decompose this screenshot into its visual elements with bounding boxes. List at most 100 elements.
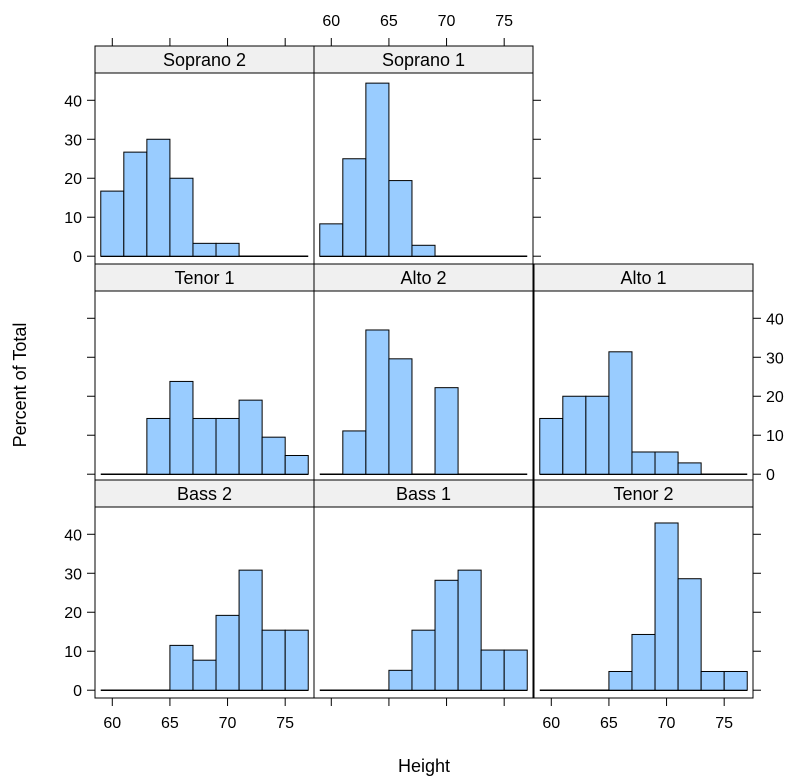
histogram-bar [169, 177, 194, 257]
panel-tenor-2: Tenor 2 [533, 479, 754, 699]
strip-alto-2 [313, 263, 534, 292]
strip-bass-1 [313, 479, 534, 508]
panel-bass-1: Bass 1 [313, 479, 534, 699]
y-tick-label: 30 [64, 132, 82, 149]
panel-frame [533, 506, 754, 699]
histogram-bar [192, 242, 217, 257]
histogram-bar [562, 395, 587, 475]
histogram-bar [480, 649, 505, 691]
panel-alto-1: Alto 1 [533, 263, 754, 483]
y-tick-label: 20 [766, 389, 784, 406]
x-tick-label: 65 [161, 715, 179, 732]
x-tick-label: 60 [542, 715, 560, 732]
histogram-bar [215, 417, 240, 475]
strip-label: Soprano 2 [163, 50, 246, 70]
strip-label: Tenor 1 [174, 268, 234, 288]
histogram-bar [631, 451, 656, 475]
y-tick-label: 10 [766, 428, 784, 445]
histogram-bar [539, 417, 564, 475]
panel-frame [313, 506, 534, 699]
histogram-bar [365, 82, 390, 257]
histogram-bar [388, 180, 413, 257]
histogram-bar [677, 462, 702, 475]
histogram-bar [284, 629, 309, 691]
histogram-bar [434, 579, 459, 691]
histogram-bar [319, 223, 344, 257]
x-tick-label: 60 [322, 13, 340, 30]
strip-label: Alto 1 [620, 268, 666, 288]
x-tick-label: 75 [276, 715, 294, 732]
y-tick-label: 30 [766, 350, 784, 367]
strip-label: Bass 2 [177, 484, 232, 504]
strip-soprano-1 [313, 45, 534, 74]
panel-soprano-2: Soprano 2 [94, 45, 315, 265]
y-tick-label: 20 [64, 171, 82, 188]
histogram-bar [434, 387, 459, 475]
histogram-bar [123, 151, 148, 257]
x-tick-label: 60 [103, 715, 121, 732]
histogram-bar [503, 649, 528, 691]
histogram-bar [238, 569, 263, 691]
y-tick-label: 20 [64, 605, 82, 622]
histogram-bar [100, 190, 125, 257]
strip-alto-1 [533, 263, 754, 292]
strip-label: Bass 1 [396, 484, 451, 504]
histogram-bar [169, 380, 194, 475]
strip-label: Alto 2 [400, 268, 446, 288]
y-tick-label: 40 [64, 93, 82, 110]
histogram-bar [457, 569, 482, 691]
histogram-bar [342, 430, 367, 475]
panel-alto-2: Alto 2 [313, 263, 534, 483]
y-tick-label: 30 [64, 566, 82, 583]
histogram-bar [192, 417, 217, 475]
histogram-bar [146, 138, 171, 257]
x-tick-label: 70 [438, 13, 456, 30]
panel-tenor-1: Tenor 1 [94, 263, 315, 483]
histogram-bar [608, 351, 633, 475]
histogram-bar [238, 399, 263, 475]
x-tick-label: 75 [715, 715, 733, 732]
histogram-bar [388, 669, 413, 691]
histogram-bar [654, 522, 679, 691]
x-tick-label: 75 [495, 13, 513, 30]
panel-bass-2: Bass 2 [94, 479, 315, 699]
y-tick-label: 40 [64, 527, 82, 544]
histogram-bar [411, 244, 436, 257]
x-tick-label: 65 [380, 13, 398, 30]
strip-soprano-2 [94, 45, 315, 74]
histogram-bar [654, 451, 679, 475]
histogram-bar [192, 659, 217, 691]
y-tick-label: 10 [64, 210, 82, 227]
panel-soprano-1: Soprano 1 [313, 45, 534, 265]
histogram-bar [365, 329, 390, 475]
histogram-bar [388, 358, 413, 475]
histogram-bar [261, 436, 286, 475]
x-tick-label: 70 [219, 715, 237, 732]
histogram-bar [411, 629, 436, 691]
strip-label: Soprano 1 [382, 50, 465, 70]
y-tick-label: 10 [64, 644, 82, 661]
x-axis-label: Height [398, 756, 450, 776]
y-axis-label: Percent of Total [10, 323, 30, 448]
strip-label: Tenor 2 [613, 484, 673, 504]
histogram-bar [215, 614, 240, 691]
histogram-bar [631, 633, 656, 691]
histogram-bar [585, 395, 610, 475]
histogram-bar [677, 578, 702, 691]
histogram-bar [608, 670, 633, 691]
x-tick-label: 70 [658, 715, 676, 732]
y-tick-label: 0 [73, 683, 82, 700]
histogram-bar [261, 629, 286, 691]
histogram-bar [146, 417, 171, 475]
x-tick-label: 65 [600, 715, 618, 732]
histogram-bar [700, 670, 725, 691]
strip-bass-2 [94, 479, 315, 508]
y-tick-label: 0 [73, 249, 82, 266]
strip-tenor-2 [533, 479, 754, 508]
y-tick-label: 0 [766, 467, 775, 484]
histogram-bar [723, 670, 748, 691]
histogram-bar [342, 158, 367, 257]
histogram-bar [169, 644, 194, 691]
histogram-bar [284, 454, 309, 475]
